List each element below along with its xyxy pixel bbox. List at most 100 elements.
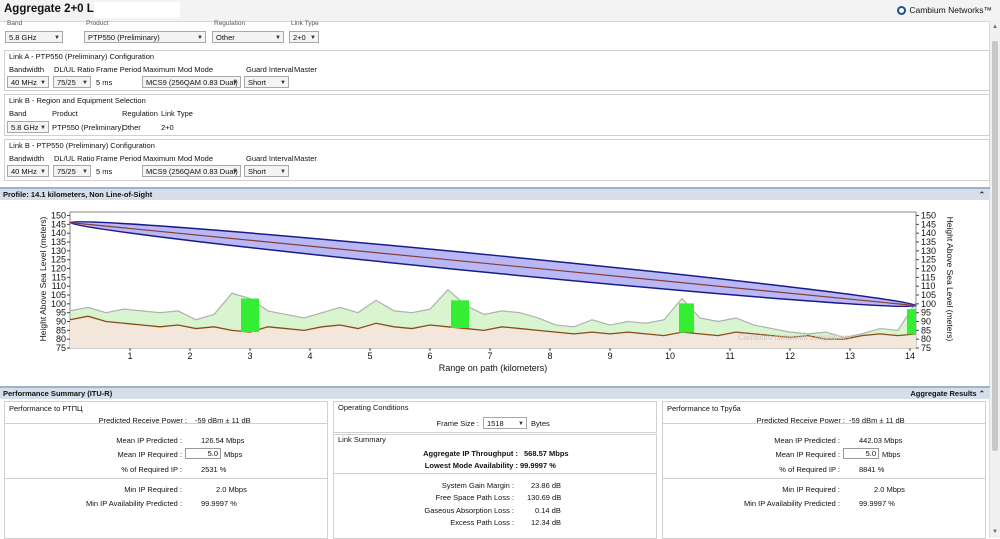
link-b-config-group: Link B - PTP550 (Preliminary) Configurat… xyxy=(4,139,990,181)
obstruction-3 xyxy=(907,309,916,335)
y-tick-label-right: 100 xyxy=(921,299,936,309)
guard-interval-label: Guard Interval xyxy=(246,65,294,74)
prx-label: Predicted Receive Power : xyxy=(756,416,845,425)
regulation-select[interactable]: Other ▼ xyxy=(212,31,284,43)
terrain-area xyxy=(70,316,916,348)
pct-value: 8841 % xyxy=(859,465,885,474)
prx-value: -59 dBm ± 11 dB xyxy=(849,416,905,425)
title-bar: Aggregate 2+0 Link: Cambium Networks™ xyxy=(0,0,1000,22)
min-avail-value: 99.9997 % xyxy=(859,499,895,508)
agg-throughput-value: 568.57 Mbps xyxy=(524,449,569,458)
profile-header[interactable]: Profile: 14.1 kilometers, Non Line-of-Si… xyxy=(0,187,990,200)
min-ip-label: Min IP Required : xyxy=(124,485,182,494)
guard-interval-label: Guard Interval xyxy=(246,154,294,163)
line-of-sight xyxy=(69,222,917,307)
y-tick-label-right: 110 xyxy=(921,281,935,291)
y-tick-label-left: 145 xyxy=(51,219,66,229)
min-avail-label: Min IP Availability Predicted : xyxy=(85,499,182,508)
y-tick-label-left: 135 xyxy=(51,237,66,247)
mod-mode-select[interactable]: MCS9 (256QAM 0.83 Dual) ▼ xyxy=(142,76,241,88)
frame-period-value: 5 ms xyxy=(96,78,113,87)
scroll-down-icon[interactable]: ▼ xyxy=(992,529,998,535)
link-type-label: Link Type xyxy=(291,20,319,27)
band-select[interactable]: 5.8 GHz ▼ xyxy=(5,31,63,43)
aggregate-results[interactable]: Aggregate Results ⌃ xyxy=(910,389,985,398)
req-ip-input[interactable]: 5.0 xyxy=(843,448,879,459)
bandwidth-select[interactable]: 40 MHz ▼ xyxy=(7,165,49,177)
y-tick-label-left: 140 xyxy=(51,228,66,238)
y-tick-label-right: 130 xyxy=(921,246,936,256)
frame-size-unit: Bytes xyxy=(531,419,550,428)
y-tick-label-left: 90 xyxy=(56,317,66,327)
pct-label: % of Required IP : xyxy=(121,465,182,474)
bandwidth-select[interactable]: 40 MHz ▼ xyxy=(7,76,49,88)
collapse-icon: ⌃ xyxy=(978,389,985,398)
frame-size-select[interactable]: 1518 ▼ xyxy=(483,417,527,429)
regulation-value: Other xyxy=(122,123,141,132)
mean-ip-value: 126.54 Mbps xyxy=(201,436,245,445)
req-ip-input[interactable]: 5.0 xyxy=(185,448,221,459)
x-tick-label: 4 xyxy=(307,351,312,361)
y-tick-label-left: 150 xyxy=(51,211,66,221)
vertical-scrollbar[interactable]: ▲ ▼ xyxy=(989,21,1000,538)
x-tick-label: 10 xyxy=(665,351,675,361)
req-ip-label: Mean IP Required : xyxy=(117,450,182,459)
bandwidth-label: Bandwidth xyxy=(9,154,45,163)
mod-mode-select[interactable]: MCS9 (256QAM 0.83 Dual) ▼ xyxy=(142,165,241,177)
y-tick-label-right: 125 xyxy=(921,255,936,265)
x-tick-label: 9 xyxy=(607,351,612,361)
y-tick-label-right: 145 xyxy=(921,219,936,229)
y-tick-label-left: 85 xyxy=(56,325,66,335)
profile-chart: 1 2 3 4 5 6 7 8 9 10 11 12 13 14 75 75 80 80 85 85 90 90 95 95 1… xyxy=(0,201,990,375)
min-ip-label: Min IP Required : xyxy=(782,485,840,494)
terrain-line xyxy=(69,315,917,340)
req-ip-label: Mean IP Required : xyxy=(775,450,840,459)
mean-ip-label: Mean IP Predicted : xyxy=(774,436,840,445)
mean-ip-value: 442.03 Mbps xyxy=(859,436,903,445)
mod-mode-label: Maximum Mod Mode xyxy=(143,154,214,163)
y-axis-label-right: Height Above Sea Level (meters) xyxy=(945,217,955,342)
link-type-value: 2+0 xyxy=(161,123,174,132)
x-tick-label: 5 xyxy=(367,351,372,361)
chevron-down-icon: ▼ xyxy=(280,80,286,86)
obstruction-0 xyxy=(241,298,259,333)
ratio-select[interactable]: 75/25 ▼ xyxy=(53,76,91,88)
perf-right-panel: Performance to Труба Predicted Receive P… xyxy=(662,401,986,539)
performance-header[interactable]: Performance Summary (ITU-R) Aggregate Re… xyxy=(0,386,990,399)
x-tick-label: 12 xyxy=(785,351,795,361)
y-tick-label-left: 110 xyxy=(52,281,66,291)
guard-interval-select[interactable]: Short ▼ xyxy=(244,165,289,177)
y-tick-label-right: 80 xyxy=(921,334,931,344)
link-name-input[interactable] xyxy=(94,2,180,18)
frame-period-label: Frame Period xyxy=(96,154,142,163)
y-tick-label-left: 80 xyxy=(56,334,66,344)
perf-left-title: Performance to РТПЦ xyxy=(9,404,83,413)
y-tick-label-left: 95 xyxy=(56,308,66,318)
y-tick-label-right: 85 xyxy=(921,325,931,335)
guard-interval-select[interactable]: Short ▼ xyxy=(244,76,289,88)
x-tick-label: 1 xyxy=(127,351,132,361)
y-tick-label-left: 120 xyxy=(51,264,66,274)
agg-throughput-label: Aggregate IP Throughput : xyxy=(423,449,518,458)
x-axis-label: Range on path (kilometers) xyxy=(439,363,548,373)
chevron-down-icon: ▼ xyxy=(40,125,46,131)
x-tick-label: 8 xyxy=(547,351,552,361)
mean-ip-label: Mean IP Predicted : xyxy=(116,436,182,445)
band-select[interactable]: 5.8 GHz ▼ xyxy=(7,121,49,133)
chevron-down-icon: ▼ xyxy=(518,421,524,427)
ratio-select[interactable]: 75/25 ▼ xyxy=(53,165,91,177)
op-title: Operating Conditions xyxy=(338,403,409,412)
y-tick-label-left: 75 xyxy=(56,343,66,353)
page-title: Aggregate 2+0 Link: xyxy=(4,3,115,15)
scroll-thumb[interactable] xyxy=(992,41,998,451)
req-ip-unit: Mbps xyxy=(224,450,243,459)
obstruction-2 xyxy=(679,303,694,333)
product-select[interactable]: PTP550 (Preliminary) ▼ xyxy=(84,31,206,43)
x-tick-label: 6 xyxy=(427,351,432,361)
performance-title: Performance Summary (ITU-R) xyxy=(3,389,113,398)
collapse-icon[interactable]: ⌃ xyxy=(978,190,985,199)
chevron-down-icon: ▼ xyxy=(40,169,46,175)
scroll-up-icon[interactable]: ▲ xyxy=(992,24,998,30)
link-type-select[interactable]: 2+0 ▼ xyxy=(289,31,319,43)
lowest-mode-label: Lowest Mode Availability : xyxy=(424,461,518,470)
